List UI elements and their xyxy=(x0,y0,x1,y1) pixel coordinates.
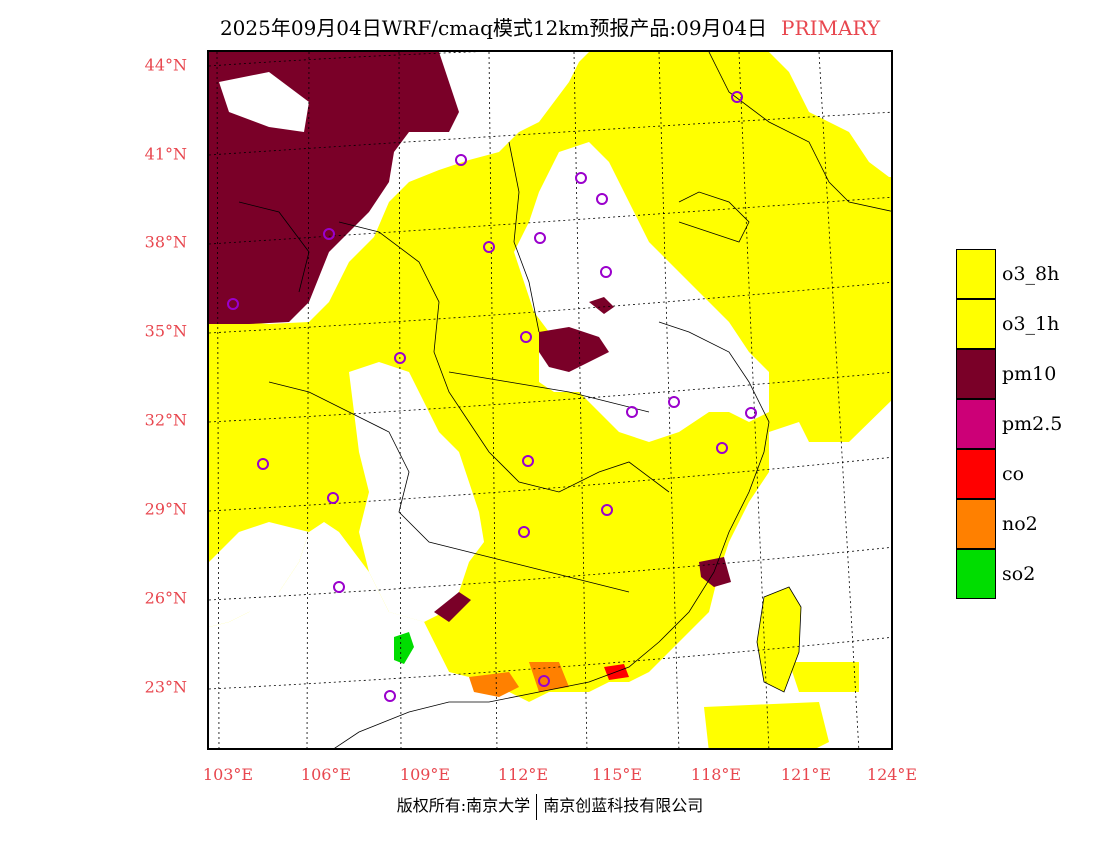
footer-divider xyxy=(536,793,538,820)
copyright-right: 南京创蓝科技有限公司 xyxy=(543,796,704,815)
legend-label: o3_1h xyxy=(1002,313,1060,335)
lon-label-103: 103°E xyxy=(202,765,254,784)
legend-label: so2 xyxy=(1002,563,1036,585)
legend-swatch xyxy=(956,549,996,599)
lat-label-29: 29°N xyxy=(144,499,187,519)
lat-label-32: 32°N xyxy=(144,410,187,430)
pollutant-map xyxy=(207,50,893,750)
region-pm10-east xyxy=(699,557,731,587)
region-clear-west xyxy=(349,362,484,622)
lat-label-38: 38°N xyxy=(144,232,187,252)
borders xyxy=(238,52,891,748)
map-canvas xyxy=(209,52,891,748)
legend-label: no2 xyxy=(1002,513,1038,535)
region-clear-nw-hole xyxy=(219,72,309,132)
region-so2-guangxi xyxy=(394,632,414,664)
city-markers xyxy=(227,91,757,702)
legend-label: o3_8h xyxy=(1002,263,1060,285)
legend-label: co xyxy=(1002,463,1025,485)
region-o3-east xyxy=(809,353,891,442)
region-pm10-central xyxy=(539,327,609,372)
region-pm10-ne xyxy=(589,297,614,314)
legend-swatch xyxy=(956,349,996,399)
legend-label: pm10 xyxy=(1002,363,1057,385)
lat-label-44: 44°N xyxy=(144,55,187,75)
region-no2-guangzhou xyxy=(469,672,519,697)
region-no2-shenzhen xyxy=(529,662,569,692)
lon-label-112: 112°E xyxy=(497,765,549,784)
lon-label-106: 106°E xyxy=(300,765,352,784)
lon-label-124: 124°E xyxy=(866,765,918,784)
lon-label-121: 121°E xyxy=(780,765,832,784)
lon-label-115: 115°E xyxy=(591,765,643,784)
legend-swatch xyxy=(956,499,996,549)
lat-label-35: 35°N xyxy=(144,321,187,341)
legend-swatch xyxy=(956,449,996,499)
legend-swatch xyxy=(956,299,996,349)
lat-label-26: 26°N xyxy=(144,588,187,608)
lon-label-118: 118°E xyxy=(690,765,742,784)
primary-tag: PRIMARY xyxy=(781,16,881,40)
lat-label-41: 41°N xyxy=(144,144,187,164)
region-o3-taiwan xyxy=(757,587,801,692)
lon-label-109: 109°E xyxy=(399,765,451,784)
copyright-left: 版权所有:南京大学 xyxy=(396,796,531,815)
legend-label: pm2.5 xyxy=(1002,413,1063,435)
region-pm10-south xyxy=(434,592,471,622)
legend-swatch xyxy=(956,399,996,449)
region-clear-south xyxy=(209,612,679,748)
region-o3-sea-south xyxy=(704,702,829,748)
region-clear-sea xyxy=(679,397,891,748)
lat-label-23: 23°N xyxy=(144,677,187,697)
copyright-footer: 版权所有:南京大学 南京创蓝科技有限公司 xyxy=(0,792,1100,820)
map-title: 2025年09月04日WRF/cmaq模式12km预报产品:09月04日 PRIM… xyxy=(0,12,1100,41)
legend-swatch xyxy=(956,249,996,299)
graticule xyxy=(209,52,891,748)
region-clear-southwest xyxy=(209,522,309,627)
region-o3-sea-strip xyxy=(789,662,859,692)
title-text: 2025年09月04日WRF/cmaq模式12km预报产品:09月04日 xyxy=(219,16,768,40)
